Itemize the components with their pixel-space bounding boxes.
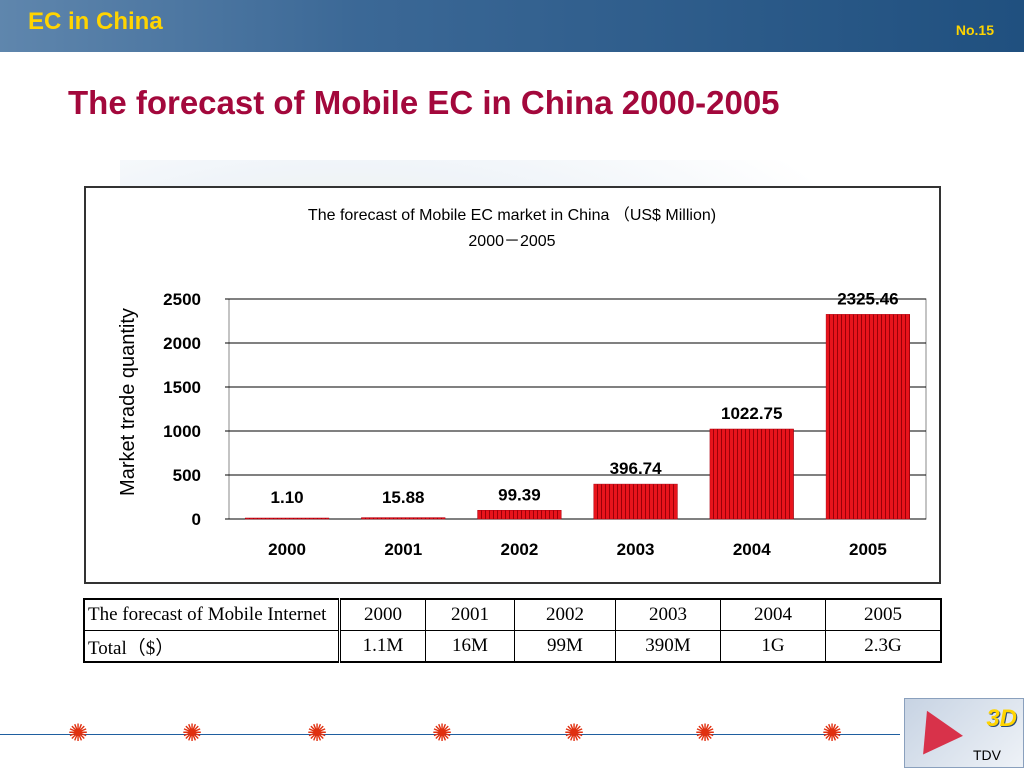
x-tick-label: 2005 xyxy=(849,540,887,559)
data-label: 2325.46 xyxy=(837,289,898,308)
table-value-cell: 1G xyxy=(720,630,826,663)
bar xyxy=(593,483,678,520)
bars xyxy=(245,314,910,520)
y-tick-labels: 0 500 1000 1500 2000 2500 xyxy=(163,290,201,529)
table-year-cell: 2001 xyxy=(425,598,515,631)
y-tick-label: 1000 xyxy=(163,422,201,441)
forecast-table: The forecast of Mobile Internet 2000 200… xyxy=(83,598,942,663)
bar xyxy=(245,517,330,520)
section-title: EC in China xyxy=(28,8,163,35)
x-tick-label: 2002 xyxy=(501,540,539,559)
table-value-cell: 16M xyxy=(425,630,515,663)
table-year-cell: 2002 xyxy=(514,598,616,631)
y-tick-label: 1500 xyxy=(163,378,201,397)
bar xyxy=(361,517,446,520)
data-label: 99.39 xyxy=(498,485,541,504)
chart-panel: The forecast of Mobile EC market in Chin… xyxy=(84,186,941,584)
plot-area xyxy=(228,298,927,520)
x-tick-labels: 2000 2001 2002 2003 2004 2005 xyxy=(268,540,887,559)
data-label: 396.74 xyxy=(610,459,663,478)
header-bar: EC in China No.15 xyxy=(0,0,1024,52)
bar-chart: The forecast of Mobile EC market in Chin… xyxy=(117,206,927,559)
x-tick-label: 2004 xyxy=(733,540,771,559)
table-total-row: Total（$） 1.1M 16M 99M 390M 1G 2.3G xyxy=(83,630,942,663)
chart-subtitle: 2000－2005 xyxy=(468,233,555,250)
star-ornament-icon: ✺ xyxy=(694,720,716,747)
y-tick-label: 0 xyxy=(192,510,201,529)
x-tick-label: 2000 xyxy=(268,540,306,559)
logo-name: TDV xyxy=(973,747,1001,763)
table-row-label: Total（$） xyxy=(83,630,341,663)
company-logo: 3D TDV xyxy=(904,698,1024,768)
star-ornament-icon: ✺ xyxy=(67,720,89,747)
logo-brand: 3D xyxy=(986,705,1017,732)
bar xyxy=(825,314,910,520)
table-year-cell: 2003 xyxy=(615,598,721,631)
slide-number: No.15 xyxy=(955,22,994,38)
bar xyxy=(709,428,794,520)
data-labels: 1.10 15.88 99.39 396.74 1022.75 2325.46 xyxy=(271,289,899,507)
star-ornament-icon: ✺ xyxy=(181,720,203,747)
x-tick-label: 2003 xyxy=(617,540,655,559)
y-tick-label: 500 xyxy=(173,466,201,485)
page-title: The forecast of Mobile EC in China 2000-… xyxy=(68,84,780,121)
chart-title: The forecast of Mobile EC market in Chin… xyxy=(308,206,716,224)
table-year-cell: 2000 xyxy=(339,598,426,631)
star-ornament-icon: ✺ xyxy=(563,720,585,747)
table-value-cell: 99M xyxy=(514,630,616,663)
table-value-cell: 390M xyxy=(615,630,721,663)
table-value-cell: 1.1M xyxy=(339,630,426,663)
bar xyxy=(477,510,562,520)
star-ornament-icon: ✺ xyxy=(306,720,328,747)
y-axis-label: Market trade quantity xyxy=(117,308,139,496)
table-value-cell: 2.3G xyxy=(825,630,942,663)
logo-mark-icon xyxy=(907,701,963,755)
data-label: 1.10 xyxy=(271,488,304,507)
table-year-cell: 2004 xyxy=(720,598,826,631)
star-ornament-icon: ✺ xyxy=(431,720,453,747)
footer-divider xyxy=(0,734,900,735)
gridlines xyxy=(225,298,927,520)
y-tick-label: 2500 xyxy=(163,290,201,309)
x-tick-label: 2001 xyxy=(384,540,422,559)
data-label: 1022.75 xyxy=(721,404,782,423)
table-header-label: The forecast of Mobile Internet xyxy=(83,598,341,631)
star-ornament-icon: ✺ xyxy=(821,720,843,747)
table-year-cell: 2005 xyxy=(825,598,942,631)
table-header-row: The forecast of Mobile Internet 2000 200… xyxy=(83,598,942,631)
y-tick-label: 2000 xyxy=(163,334,201,353)
data-label: 15.88 xyxy=(382,488,425,507)
